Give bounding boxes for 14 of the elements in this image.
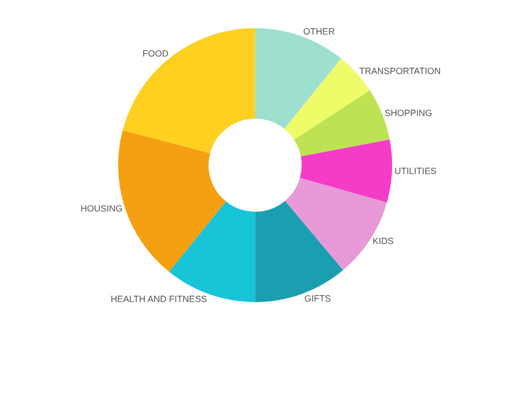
slice-label: GIFTS: [304, 293, 331, 304]
slice-label: TRANSPORTATION: [359, 66, 441, 76]
donut-slice: [122, 28, 256, 154]
donut-slice: [169, 201, 256, 302]
slice-label: UTILITIES: [394, 166, 436, 176]
slice-label: FOOD: [142, 48, 170, 59]
slice-label: HOUSING: [80, 203, 122, 214]
donut-slice: [255, 28, 342, 129]
slice-label: HEALTH AND FITNESS: [110, 294, 208, 304]
slice-label: SHOPPING: [384, 108, 432, 118]
slice-label: OTHER: [303, 26, 336, 37]
donut-slice: [300, 139, 392, 203]
slice-label: KIDS: [372, 236, 394, 246]
donut-slice: [255, 200, 344, 302]
